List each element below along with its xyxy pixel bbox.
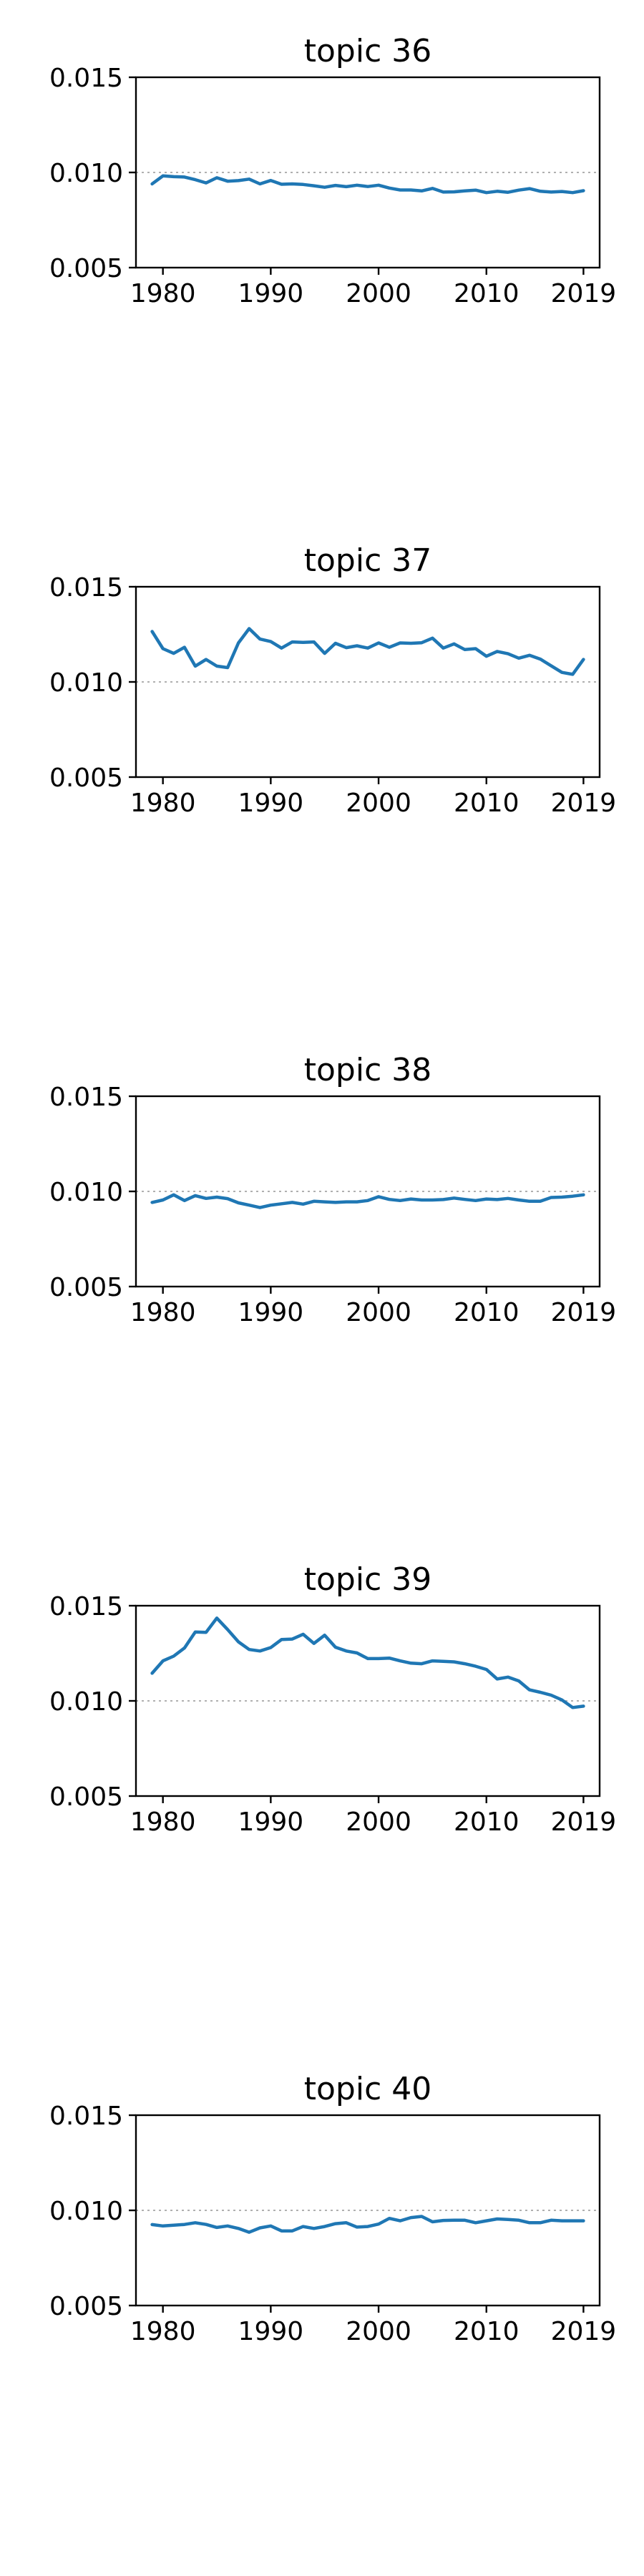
x-tick-label: 1980: [130, 2317, 196, 2346]
y-tick-label: 0.015: [49, 1083, 123, 1112]
chart-panel-3: topic 38 0.005 0.010 0.015 1980 1990 2000 2010 2…: [49, 1052, 616, 1327]
x-tick-label: 2000: [346, 2317, 411, 2346]
plot-frame: [135, 1604, 601, 1797]
chart-panel-5: topic 40 0.005 0.010 0.015 1980 1990 2000 2010 2…: [49, 2071, 616, 2346]
y-tick-label: 0.010: [49, 2197, 123, 2226]
chart-title: topic 36: [304, 33, 432, 69]
y-tick-label: 0.010: [49, 159, 123, 188]
x-tick-label: 2019: [551, 789, 617, 818]
x-tick-label: 2019: [551, 1298, 617, 1327]
y-tick-label: 0.010: [49, 1687, 123, 1717]
y-tick-label: 0.005: [49, 1782, 123, 1812]
x-tick-label: 1990: [238, 279, 304, 308]
chart-title: topic 38: [304, 1052, 432, 1088]
y-tick-label: 0.015: [49, 1592, 123, 1621]
plot-frame: [135, 2114, 601, 2307]
chart-title: topic 40: [304, 2071, 432, 2107]
x-tick-label: 1990: [238, 1807, 304, 1837]
y-tick-label: 0.010: [49, 668, 123, 698]
x-tick-label: 2000: [346, 789, 411, 818]
chart-title: topic 39: [304, 1561, 432, 1598]
x-tick-label: 2010: [454, 1298, 519, 1327]
y-tick-label: 0.015: [49, 2102, 123, 2131]
x-tick-label: 2000: [346, 1298, 411, 1327]
series-line: [150, 2215, 585, 2234]
chart-panel-2: topic 37 0.005 0.010 0.015 1980 1990 2000 2010 2…: [49, 542, 616, 818]
x-tick-label: 1980: [130, 1807, 196, 1837]
x-tick-label: 1990: [238, 2317, 304, 2346]
x-tick-label: 2010: [454, 2317, 519, 2346]
series-line: [150, 627, 585, 676]
chart-panel-1: topic 36 0.005 0.010 0.015 1980 1990 2000 2010 2…: [49, 33, 616, 308]
x-tick-label: 2019: [551, 1807, 617, 1837]
x-tick-label: 2010: [454, 279, 519, 308]
y-tick-label: 0.010: [49, 1178, 123, 1207]
x-tick-label: 2019: [551, 279, 617, 308]
y-tick-label: 0.005: [49, 254, 123, 283]
y-tick-label: 0.005: [49, 1273, 123, 1302]
y-tick-label: 0.015: [49, 573, 123, 602]
series-line: [150, 1193, 585, 1209]
y-tick-label: 0.015: [49, 64, 123, 93]
x-tick-label: 2019: [551, 2317, 617, 2346]
x-tick-label: 1990: [238, 1298, 304, 1327]
x-tick-label: 2000: [346, 279, 411, 308]
series-line: [150, 1616, 585, 1709]
plot-frame: [135, 76, 601, 269]
x-tick-label: 1990: [238, 789, 304, 818]
x-tick-label: 1980: [130, 279, 196, 308]
x-tick-label: 2010: [454, 1807, 519, 1837]
y-tick-label: 0.005: [49, 2292, 123, 2321]
y-tick-label: 0.005: [49, 763, 123, 793]
x-tick-label: 2010: [454, 789, 519, 818]
plot-frame: [135, 585, 601, 779]
chart-panel-4: topic 39 0.005 0.010 0.015 1980 1990 2000 2010 2…: [49, 1561, 616, 1837]
x-tick-label: 1980: [130, 789, 196, 818]
x-tick-label: 1980: [130, 1298, 196, 1327]
x-tick-label: 2000: [346, 1807, 411, 1837]
series-line: [150, 174, 585, 195]
chart-title: topic 37: [304, 542, 432, 579]
plot-frame: [135, 1095, 601, 1288]
